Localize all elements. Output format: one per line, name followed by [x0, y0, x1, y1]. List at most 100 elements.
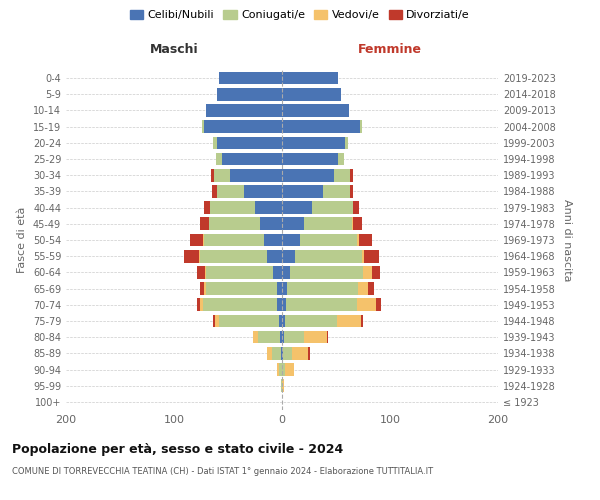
Bar	[323, 185, 350, 198]
Bar	[282, 88, 341, 101]
Bar	[352, 218, 353, 230]
Bar	[304, 331, 328, 344]
Bar	[274, 266, 282, 278]
Bar	[282, 331, 284, 344]
Bar	[284, 331, 304, 344]
Bar	[220, 314, 279, 328]
Bar	[282, 104, 349, 117]
Bar	[282, 72, 338, 85]
Bar	[282, 347, 283, 360]
Bar	[217, 185, 244, 198]
Bar	[204, 282, 206, 295]
Bar	[282, 363, 285, 376]
Bar	[282, 314, 285, 328]
Bar	[301, 234, 356, 246]
Bar	[283, 347, 292, 360]
Bar	[350, 169, 353, 181]
Bar	[287, 282, 358, 295]
Bar	[295, 250, 362, 262]
Bar	[258, 331, 280, 344]
Bar	[267, 347, 272, 360]
Bar	[282, 185, 323, 198]
Bar	[202, 120, 204, 133]
Bar	[260, 218, 282, 230]
Bar	[203, 298, 277, 311]
Bar	[356, 234, 359, 246]
Bar	[334, 169, 350, 181]
Bar	[204, 234, 263, 246]
Bar	[281, 380, 282, 392]
Text: Popolazione per età, sesso e stato civile - 2024: Popolazione per età, sesso e stato civil…	[12, 442, 343, 456]
Bar	[277, 282, 282, 295]
Bar	[209, 218, 260, 230]
Bar	[206, 266, 274, 278]
Bar	[304, 218, 352, 230]
Bar	[282, 152, 338, 166]
Bar	[353, 202, 359, 214]
Bar	[279, 314, 282, 328]
Bar	[292, 347, 308, 360]
Bar	[200, 282, 204, 295]
Bar	[282, 120, 360, 133]
Bar	[263, 234, 282, 246]
Y-axis label: Fasce di età: Fasce di età	[17, 207, 27, 273]
Bar	[212, 185, 217, 198]
Bar	[282, 202, 312, 214]
Bar	[282, 169, 334, 181]
Bar	[214, 169, 230, 181]
Bar	[361, 314, 363, 328]
Bar	[344, 136, 348, 149]
Bar	[216, 152, 221, 166]
Bar	[197, 266, 205, 278]
Bar	[290, 266, 363, 278]
Bar	[200, 250, 267, 262]
Bar	[204, 202, 209, 214]
Bar	[350, 185, 353, 198]
Text: COMUNE DI TORREVECCHIA TEATINA (CH) - Dati ISTAT 1° gennaio 2024 - Elaborazione : COMUNE DI TORREVECCHIA TEATINA (CH) - Da…	[12, 468, 433, 476]
Bar	[215, 314, 220, 328]
Bar	[282, 298, 286, 311]
Bar	[286, 298, 356, 311]
Bar	[211, 169, 214, 181]
Bar	[358, 282, 368, 295]
Bar	[277, 363, 279, 376]
Text: Maschi: Maschi	[149, 44, 199, 57]
Bar	[217, 88, 282, 101]
Bar	[282, 136, 344, 149]
Bar	[199, 250, 200, 262]
Bar	[368, 282, 374, 295]
Text: Femmine: Femmine	[358, 44, 422, 57]
Bar	[364, 250, 379, 262]
Bar	[203, 234, 204, 246]
Bar	[281, 347, 282, 360]
Bar	[220, 72, 282, 85]
Y-axis label: Anni di nascita: Anni di nascita	[562, 198, 572, 281]
Bar	[253, 331, 258, 344]
Bar	[363, 266, 371, 278]
Bar	[190, 234, 203, 246]
Bar	[184, 250, 199, 262]
Bar	[282, 234, 301, 246]
Legend: Celibi/Nubili, Coniugati/e, Vedovi/e, Divorziati/e: Celibi/Nubili, Coniugati/e, Vedovi/e, Di…	[125, 6, 475, 25]
Bar	[217, 136, 282, 149]
Bar	[197, 298, 200, 311]
Bar	[200, 298, 203, 311]
Bar	[205, 266, 206, 278]
Bar	[359, 234, 371, 246]
Bar	[308, 347, 310, 360]
Bar	[338, 152, 344, 166]
Bar	[209, 202, 255, 214]
Bar	[282, 250, 295, 262]
Bar	[272, 347, 281, 360]
Bar	[282, 380, 284, 392]
Bar	[337, 314, 361, 328]
Bar	[371, 266, 380, 278]
Bar	[206, 104, 282, 117]
Bar	[282, 266, 290, 278]
Bar	[312, 202, 353, 214]
Bar	[360, 120, 362, 133]
Bar	[282, 218, 304, 230]
Bar	[200, 218, 209, 230]
Bar	[213, 136, 217, 149]
Bar	[280, 331, 282, 344]
